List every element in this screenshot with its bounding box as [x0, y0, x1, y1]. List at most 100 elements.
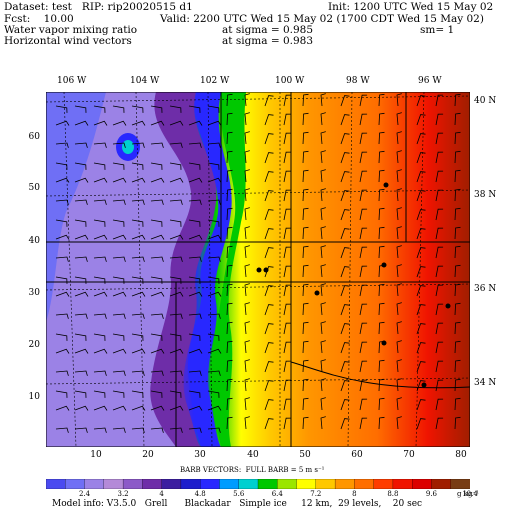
wind-barb: [378, 169, 385, 183]
wind-barb: [396, 245, 402, 259]
lat-label: 36 N: [474, 284, 497, 294]
wind-barb: [188, 105, 201, 113]
wind-barb: [150, 405, 165, 411]
colorbar-swatch: [450, 479, 470, 489]
wind-barb: [359, 246, 368, 259]
x-tick-label: 80: [455, 450, 467, 460]
lon-label: 102 W: [200, 76, 230, 86]
x-tick-label: 50: [299, 450, 311, 460]
wind-barb: [169, 105, 182, 113]
wind-barb: [435, 151, 444, 164]
wind-barb: [396, 321, 402, 335]
wind-barb: [378, 340, 385, 354]
wind-barb: [169, 162, 182, 170]
wind-barb: [283, 417, 292, 430]
wind-barb: [169, 120, 184, 126]
wind-barb: [169, 427, 183, 433]
wind-barb: [169, 199, 183, 205]
wind-barb: [74, 333, 87, 341]
wind-barb: [302, 245, 309, 259]
wind-barb: [169, 333, 182, 341]
wind-barb: [112, 219, 125, 227]
wind-barb: [340, 247, 350, 259]
wind-barb: [435, 189, 444, 202]
wind-barb: [169, 390, 182, 398]
wind-barb: [188, 177, 203, 183]
wind-barb: [207, 234, 222, 240]
wind-barb: [396, 378, 402, 392]
wind-barb: [131, 427, 145, 433]
colorbar-swatch: [238, 479, 259, 489]
wind-barb: [150, 276, 163, 284]
wind-barb: [378, 397, 385, 411]
y-tick-label: 30: [28, 288, 40, 298]
valid-time: Valid: 2200 UTC Wed 15 May 02 (1700 CDT …: [160, 13, 484, 25]
wind-barb: [74, 177, 89, 183]
wind-barb: [359, 227, 368, 240]
wind-barb: [207, 333, 220, 341]
wind-barb: [340, 171, 350, 183]
colorbar-swatch: [46, 479, 66, 489]
wind-barb: [454, 93, 461, 107]
colorbar-swatch: [84, 479, 105, 489]
wind-barb: [74, 348, 89, 354]
wind-barb: [112, 105, 125, 113]
wind-barb: [74, 105, 87, 113]
colorbar-swatch: [103, 479, 124, 489]
wind-barb: [416, 342, 426, 354]
wind-barb: [55, 162, 68, 170]
wind-barb: [378, 188, 385, 202]
wind-barb: [435, 398, 444, 411]
colorbar-swatch: [373, 479, 394, 489]
wind-barb: [283, 94, 292, 107]
very-dry-region: [46, 92, 106, 322]
wind-barb: [131, 276, 144, 284]
colorbar-swatch: [161, 479, 182, 489]
wind-barb: [320, 378, 326, 392]
y-tick-label: 60: [28, 132, 40, 142]
wind-barb: [454, 169, 461, 183]
wind-barb: [283, 227, 292, 240]
wind-barb: [112, 199, 126, 205]
wind-barb: [378, 150, 385, 164]
wind-barb: [340, 323, 350, 335]
wind-barb: [244, 169, 250, 183]
wind-barb: [112, 142, 126, 148]
wind-barb: [378, 416, 385, 430]
wind-barb: [188, 120, 203, 126]
field2-sigma: at sigma = 0.983: [222, 35, 314, 47]
wind-barb: [454, 340, 461, 354]
wind-barb: [207, 120, 222, 126]
wind-barb: [302, 283, 309, 297]
wind-barb: [435, 170, 444, 183]
wind-barb: [359, 170, 368, 183]
wind-barb: [359, 341, 368, 354]
wind-barb: [169, 177, 184, 183]
colorbar-swatch: [392, 479, 413, 489]
wind-barb: [302, 264, 309, 278]
wind-barb: [169, 276, 182, 284]
lon-label: 100 W: [275, 76, 305, 86]
wind-barb: [207, 256, 221, 262]
wind-barb: [396, 397, 402, 411]
lat-label: 38 N: [474, 190, 497, 200]
wind-barb: [378, 359, 385, 373]
wind-barb: [320, 112, 326, 126]
wind-barb: [188, 370, 202, 376]
wind-barb: [150, 333, 163, 341]
wind-barb: [320, 93, 326, 107]
city-markers: [256, 182, 451, 388]
wind-barb: [416, 361, 426, 373]
wind-barb: [359, 398, 368, 411]
wind-barb: [244, 321, 250, 335]
wind-barb: [454, 188, 461, 202]
wind-barb: [435, 417, 444, 430]
wind-barb: [244, 150, 250, 164]
wind-barb: [169, 405, 184, 411]
wind-barb: [112, 427, 126, 433]
wind-barb: [454, 302, 461, 316]
wind-barb: [150, 427, 164, 433]
wind-barb: [244, 340, 250, 354]
wind-barb: [396, 207, 402, 221]
wind-barb: [454, 359, 461, 373]
